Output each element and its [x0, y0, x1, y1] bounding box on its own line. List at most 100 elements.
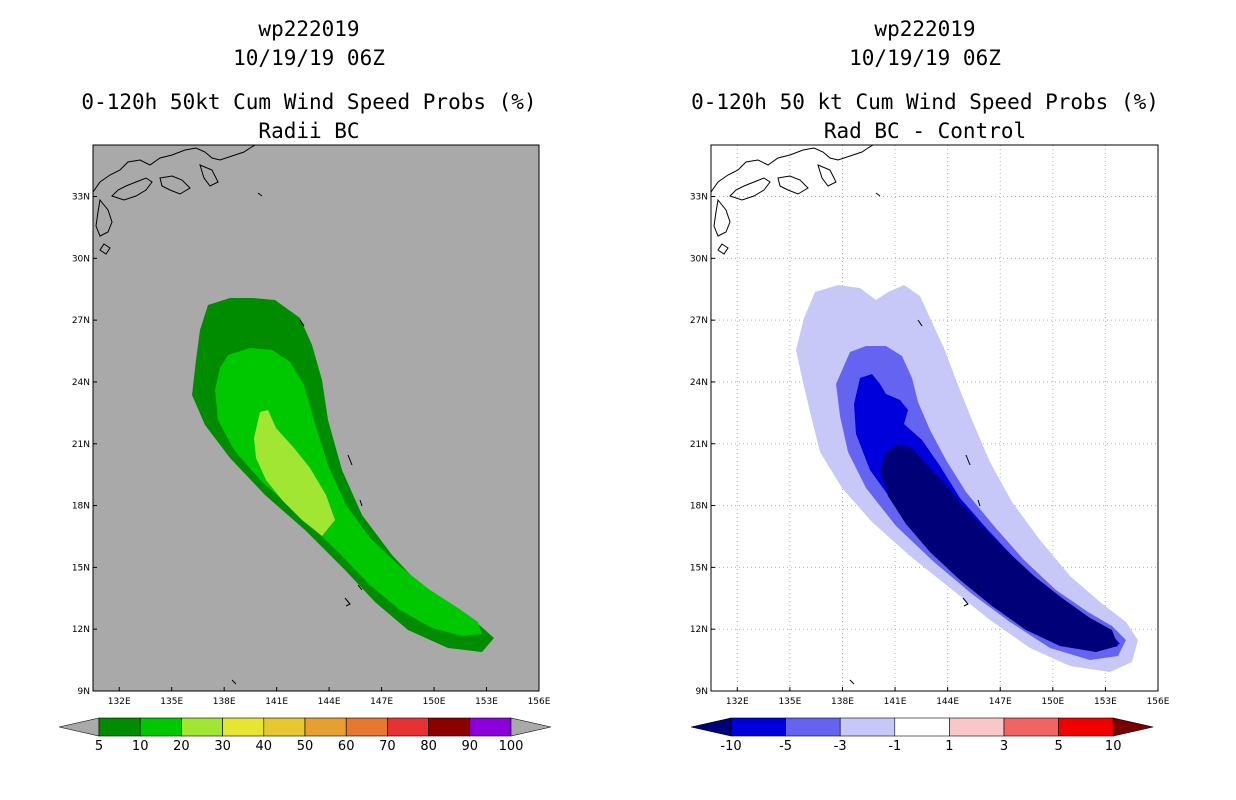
colorbar-label: 80	[420, 739, 437, 754]
lon-tick-label: 150E	[423, 697, 446, 707]
contour-10-20	[215, 348, 482, 636]
contour-20-30	[254, 410, 335, 536]
lat-tick-label: 9N	[696, 687, 708, 697]
colorbar-swatch	[839, 717, 896, 737]
datetime-left: 10/19/19 06Z	[233, 46, 385, 70]
lon-tick-label: 150E	[1041, 697, 1064, 707]
colorbar-swatch	[428, 717, 471, 737]
lon-tick-label: 144E	[936, 697, 959, 707]
axis-ticks-right: 132E 135E 138E 141E 144E 147E 150E 153E 156E 33N 3…	[690, 193, 1170, 707]
colorbar-swatch	[181, 717, 223, 737]
lat-tick-label: 12N	[690, 625, 708, 635]
lon-tick-label: 147E	[370, 697, 393, 707]
storm-id-right: wp222019	[874, 17, 976, 41]
lat-tick-label: 21N	[72, 440, 90, 450]
colorbar-label: 1	[945, 739, 953, 754]
colorbar-swatch	[387, 717, 429, 737]
colorbar-swatch	[469, 717, 512, 737]
difference-contours-right	[796, 285, 1138, 672]
lat-tick-label: 27N	[690, 316, 708, 326]
colorbar-label: 60	[338, 739, 355, 754]
probability-contours-left	[192, 298, 494, 652]
colorbar-under-triangle	[58, 717, 100, 737]
lat-tick-label: 27N	[72, 316, 90, 326]
colorbar-swatch	[139, 717, 182, 737]
colorbar-label: 5	[95, 739, 103, 754]
colorbar-under-triangle	[690, 717, 732, 737]
colorbar-label: 100	[499, 739, 524, 754]
colorbar-swatch	[949, 717, 1005, 737]
colorbar-right: -10 -5 -3 -1 1 3 5 10	[690, 717, 1154, 754]
lat-tick-label: 15N	[72, 563, 90, 573]
colorbar-label: 20	[173, 739, 190, 754]
colorbar-label: 70	[379, 739, 396, 754]
coastline-right	[711, 145, 981, 685]
colorbar-label: 30	[214, 739, 231, 754]
axis-ticks-left: 132E 135E 138E 141E 144E 147E 150E 153E 156E 33N 3…	[72, 193, 551, 707]
colorbar-swatch	[263, 717, 306, 737]
colorbar-label: -10	[720, 739, 741, 754]
lon-tick-label: 135E	[778, 697, 801, 707]
storm-id-left: wp222019	[258, 17, 360, 41]
lon-tick-label: 132E	[108, 697, 131, 707]
lon-tick-label: 144E	[318, 697, 341, 707]
lat-tick-label: 24N	[72, 378, 90, 388]
colorbar-label: 3	[1000, 739, 1008, 754]
colorbar-label: 5	[1054, 739, 1062, 754]
colorbar-swatch	[304, 717, 347, 737]
colorbar-label: -1	[888, 739, 901, 754]
lat-tick-label: 30N	[72, 254, 90, 264]
lon-tick-label: 147E	[989, 697, 1012, 707]
lat-tick-label: 33N	[72, 193, 90, 203]
colorbar-label: 40	[256, 739, 273, 754]
map-panel-left: 132E 135E 138E 141E 144E 147E 150E 153E 156E 33N 3…	[72, 144, 551, 707]
lon-tick-label: 141E	[265, 697, 288, 707]
map-frame-left	[92, 144, 540, 692]
lon-tick-label: 156E	[1147, 697, 1170, 707]
colorbar-swatch	[98, 717, 141, 737]
datetime-right: 10/19/19 06Z	[849, 46, 1001, 70]
lon-tick-label: 156E	[528, 697, 551, 707]
colorbar-swatch	[1003, 717, 1059, 737]
lat-tick-label: 21N	[690, 440, 708, 450]
contour-below-minus10	[880, 444, 1118, 652]
contour-minus5-minus3	[836, 346, 1126, 660]
colorbar-label: 10	[132, 739, 149, 754]
map-panel-right: 132E 135E 138E 141E 144E 147E 150E 153E 156E 33N 3…	[690, 144, 1170, 707]
subtitle-left: Radii BC	[258, 119, 360, 143]
lat-tick-label: 24N	[690, 378, 708, 388]
lat-tick-label: 9N	[78, 687, 90, 697]
subtitle-right: Rad BC - Control	[823, 119, 1027, 143]
lat-tick-label: 33N	[690, 193, 708, 203]
colorbar-label: 10	[1105, 739, 1122, 754]
lat-tick-label: 15N	[690, 563, 708, 573]
lat-tick-label: 18N	[690, 502, 708, 512]
lat-tick-label: 18N	[72, 502, 90, 512]
product-title-right: 0-120h 50 kt Cum Wind Speed Probs (%)	[691, 90, 1159, 114]
colorbar-over-triangle	[510, 717, 552, 737]
colorbar-label: -5	[779, 739, 792, 754]
colorbar-label: 50	[297, 739, 314, 754]
lon-tick-label: 132E	[726, 697, 749, 707]
contour-minus10-minus5	[854, 374, 1120, 650]
colorbar-swatch	[730, 717, 786, 737]
colorbar-left: 5 10 20 30 40 50 60 70 80 90 100	[58, 717, 552, 754]
colorbar-label: -3	[834, 739, 847, 754]
lon-tick-label: 153E	[475, 697, 498, 707]
product-title-left: 0-120h 50kt Cum Wind Speed Probs (%)	[81, 90, 537, 114]
colorbar-swatch	[785, 717, 841, 737]
lon-tick-label: 153E	[1094, 697, 1117, 707]
lon-tick-label: 138E	[831, 697, 854, 707]
colorbar-swatch	[894, 717, 950, 737]
lon-tick-label: 141E	[884, 697, 907, 707]
colorbar-over-triangle	[1112, 717, 1154, 737]
colorbar-swatch	[222, 717, 265, 737]
lat-tick-label: 12N	[72, 625, 90, 635]
map-frame-right	[710, 144, 1159, 692]
coastline-left	[93, 145, 363, 685]
colorbar-label: 90	[462, 739, 479, 754]
lat-tick-label: 30N	[690, 254, 708, 264]
colorbar-swatch	[1058, 717, 1114, 737]
colorbar-swatch	[345, 717, 388, 737]
